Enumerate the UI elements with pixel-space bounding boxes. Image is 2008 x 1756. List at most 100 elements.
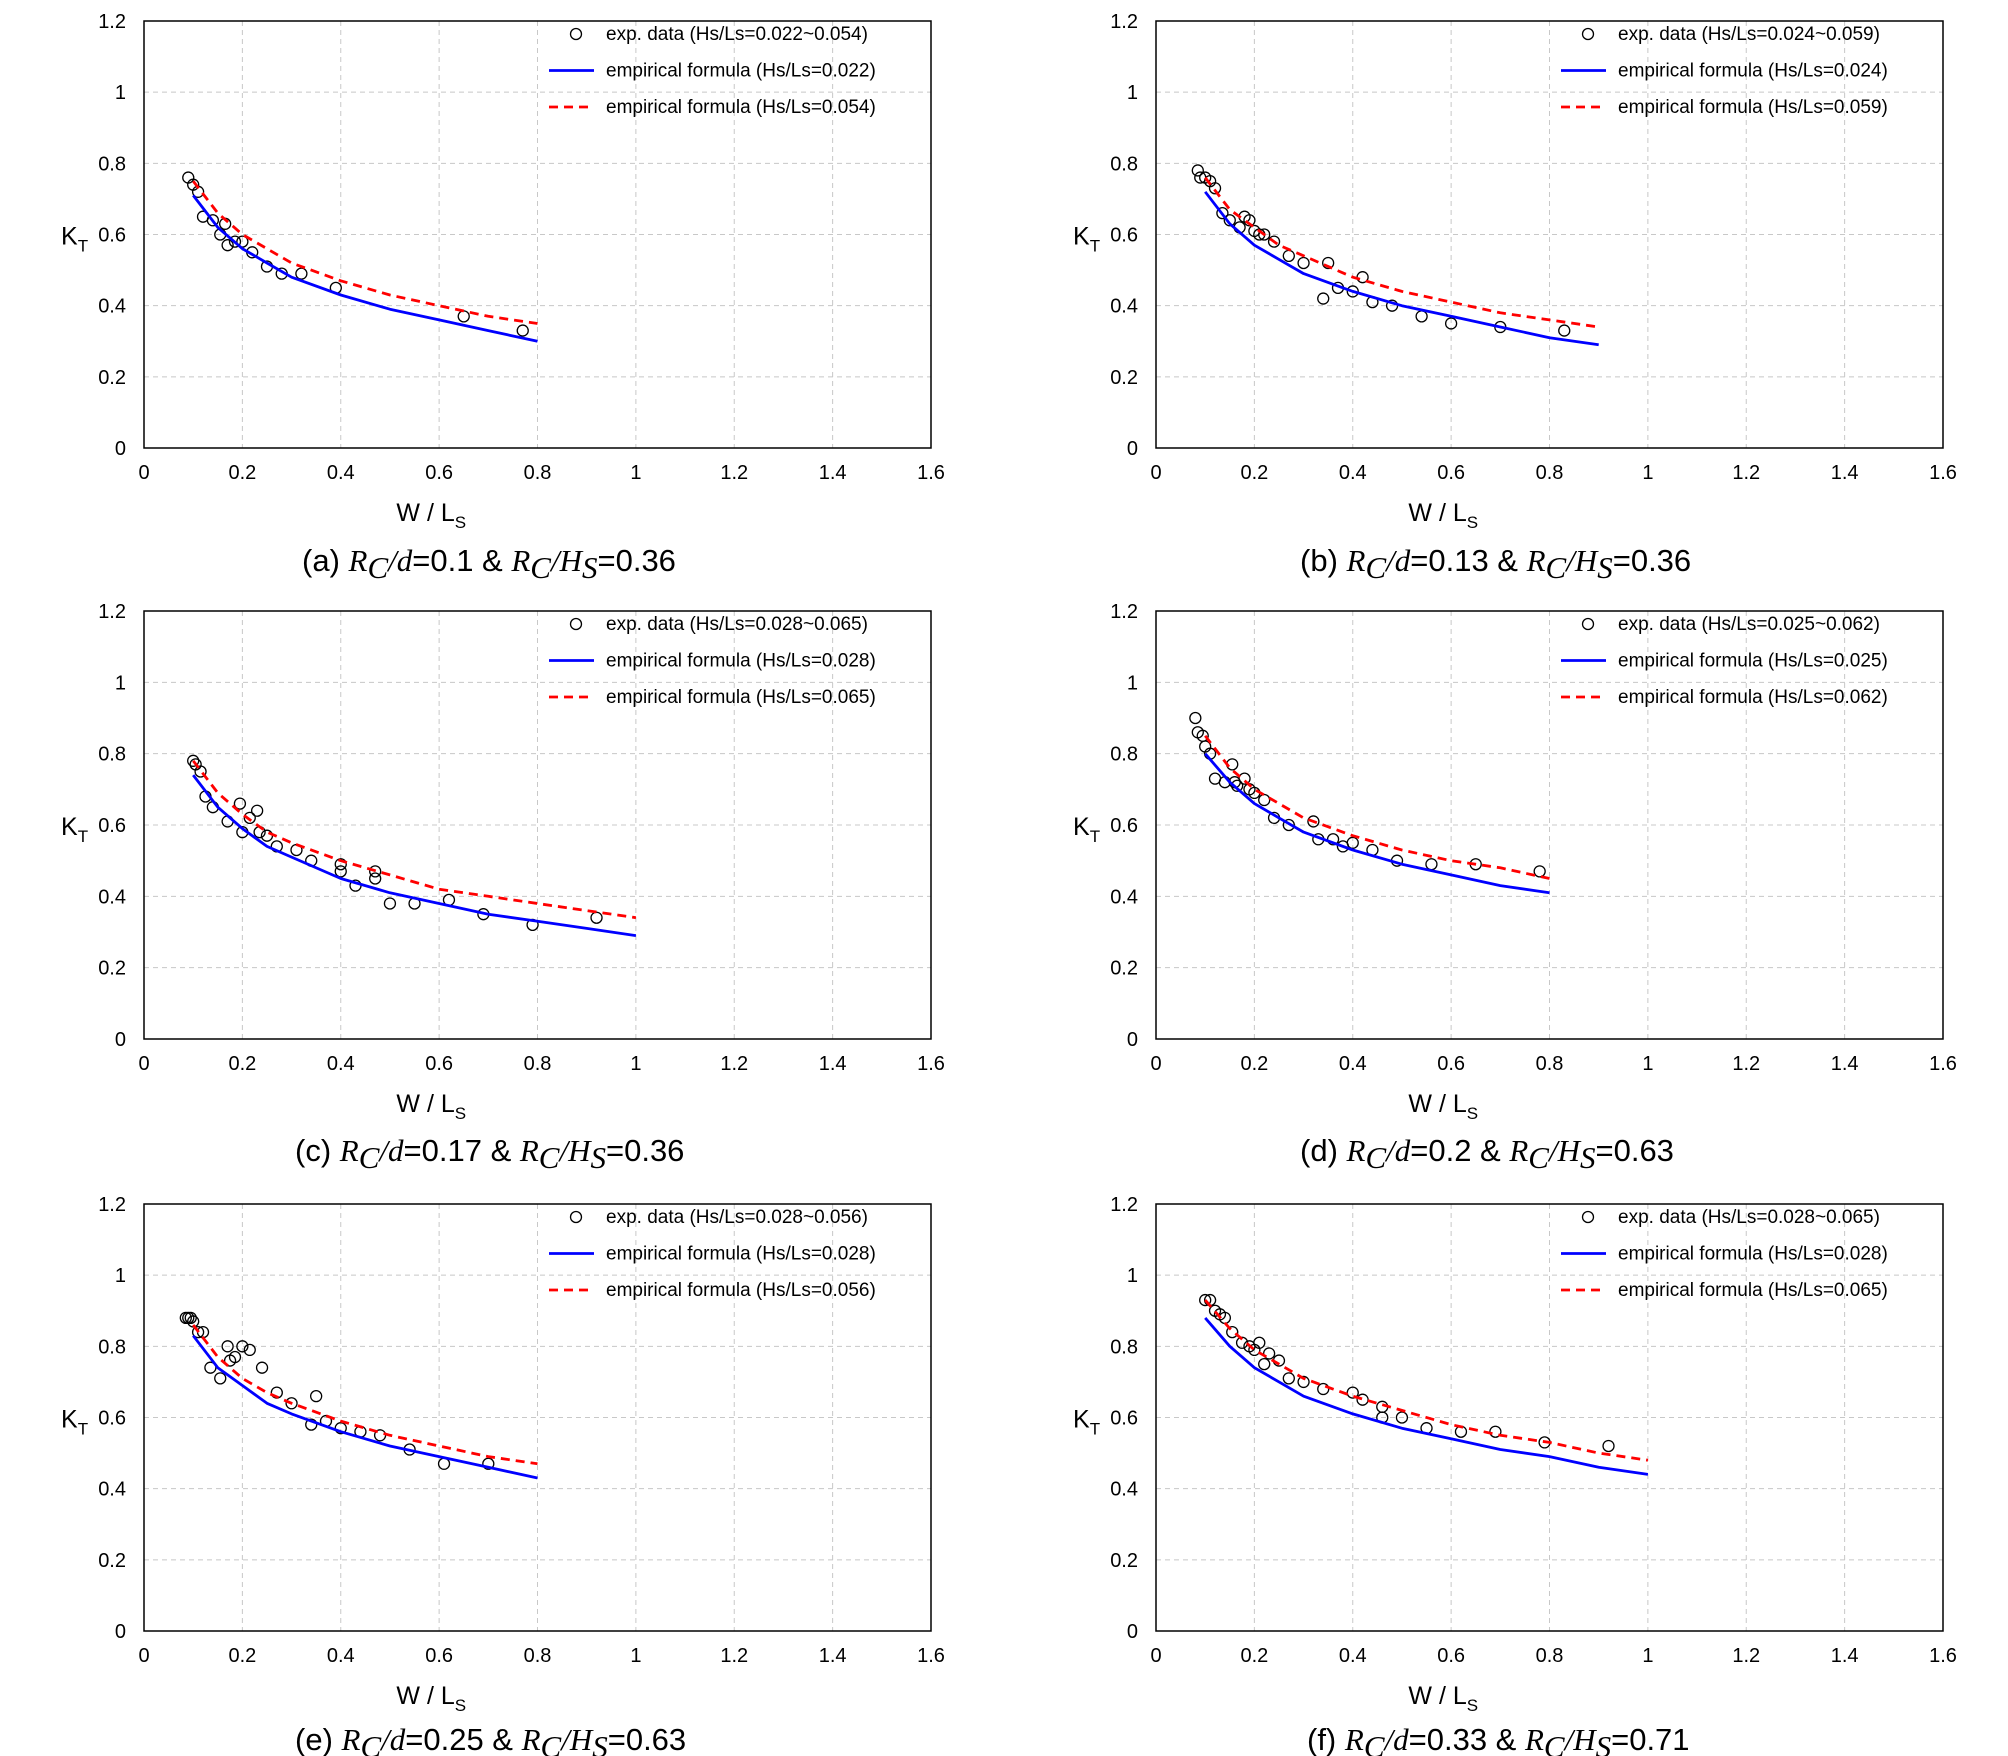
x-tick-label: 0.2 [228,1053,256,1075]
data-point [305,1418,318,1431]
y-tick-label: 0 [115,1621,126,1643]
legend-label: exp. data (Hs/Ls=0.024~0.059) [1618,24,1880,45]
data-point [1267,235,1281,248]
panel-caption: (e) RC/d=0.25 & RC/HS=0.63 [295,1722,686,1756]
y-tick-label: 0.8 [98,1336,126,1358]
x-axis-label-main: W / L [1408,499,1466,527]
caption-value: =0.63 [1595,1133,1673,1168]
y-axis-label: KT [61,223,88,256]
x-tick-label: 0.2 [228,1645,256,1667]
caption-value: =0.17 & [404,1133,520,1168]
x-tick-label: 0.2 [1240,462,1268,484]
x-axis-label-sub: S [1467,1696,1478,1715]
chart-panel-a: 0 0.2 0.4 0.6 0.8 1 1.2 1.4 1.6 0 0.2 0.4 0.6 0.8 1 1.2… [61,11,945,585]
series-formula-solid [192,1334,538,1480]
caption-subscript: S [590,1140,606,1175]
caption-symbol: /H [1563,1722,1598,1756]
data-point [1346,285,1359,298]
caption-subscript: S [1580,1140,1596,1175]
caption-symbol: /d [1384,1133,1411,1168]
y-tick-label: 0.8 [1110,1336,1138,1358]
series-line [1204,734,1550,880]
caption-subscript: C [367,550,388,585]
caption-symbol: R [1524,1722,1544,1756]
series-formula-dashed [1204,176,1599,329]
series-formula-dashed [192,1324,538,1466]
legend: exp. data (Hs/Ls=0.028~0.056) empirical f… [549,1207,876,1301]
legend-label: exp. data (Hs/Ls=0.022~0.054) [606,24,868,45]
data-point [334,865,347,878]
series-formula-dashed [192,759,637,920]
y-axis-label: KT [61,813,88,846]
x-axis-label: W / LS [396,499,466,532]
data-point [194,765,207,778]
x-tick-label: 0.4 [327,1053,355,1075]
legend-label: empirical formula (Hs/Ls=0.025) [1618,651,1888,672]
caption-subscript: C [359,1140,380,1175]
x-tick-label: 0.4 [327,462,355,484]
plot-frame [143,610,932,1040]
legend-label: empirical formula (Hs/Ls=0.024) [1618,61,1888,82]
series-exp-data [1191,164,1571,337]
caption-value: =0.13 & [1410,543,1526,578]
caption-label: (b) [1300,543,1347,578]
data-point [369,865,382,878]
y-tick-label: 0 [115,438,126,460]
data-point [191,1325,205,1339]
data-point [1602,1439,1615,1453]
y-tick-label: 0.6 [1110,225,1138,247]
legend-label: exp. data (Hs/Ls=0.028~0.065) [606,614,868,635]
legend-label: empirical formula (Hs/Ls=0.022) [606,61,876,82]
caption-subscript: C [530,550,551,585]
y-tick-label: 0.8 [1110,153,1138,175]
y-axis-label: KT [1073,223,1100,256]
x-tick-label: 0 [138,462,149,484]
caption-value: =0.71 [1611,1722,1689,1756]
caption-label: (e) [295,1722,342,1756]
caption-symbol: /H [1564,543,1599,578]
data-point [1226,1325,1239,1339]
caption-symbol: R [1344,1722,1364,1756]
caption-value: =0.36 [606,1133,684,1168]
y-tick-label: 0.4 [1110,296,1138,318]
x-tick-label: 0.4 [1339,1645,1367,1667]
x-tick-label: 1.4 [1831,1645,1859,1667]
y-tick-label: 0.8 [98,744,126,766]
data-point [1258,228,1271,241]
x-tick-label: 1.4 [1831,1053,1859,1075]
data-point [1282,249,1295,263]
data-point [1243,214,1256,227]
caption-label: (c) [295,1133,340,1168]
caption-subscript: S [582,550,598,585]
x-tick-label: 1.6 [917,1053,945,1075]
data-point [1208,182,1222,195]
caption-symbol: /d [1383,1722,1410,1756]
series-line [1204,752,1550,895]
y-tick-label: 1.2 [98,11,126,33]
data-point [1223,214,1236,227]
y-tick-label: 0.2 [1110,1550,1138,1572]
x-tick-label: 0.6 [425,462,453,484]
legend-label: empirical formula (Hs/Ls=0.028) [606,651,876,672]
chart-panel-e: 0 0.2 0.4 0.6 0.8 1 1.2 1.4 1.6 0 0.2 0.4 0.6 0.8 1 1.2… [61,1194,945,1756]
y-tick-label: 0 [1127,438,1138,460]
legend-label: empirical formula (Hs/Ls=0.054) [606,97,876,118]
caption-label: (d) [1300,1133,1347,1168]
x-tick-label: 0.2 [1240,1645,1268,1667]
y-tick-label: 0.2 [1110,367,1138,389]
y-axis-label-main: K [61,1406,78,1434]
data-point [236,1340,249,1353]
x-axis-label: W / LS [1408,1090,1478,1123]
series-exp-data [1199,1293,1615,1453]
y-tick-label: 0.8 [98,153,126,175]
data-point [334,1422,347,1435]
series-formula-dashed [1204,734,1550,880]
x-tick-label: 0.4 [1339,462,1367,484]
data-point [1297,256,1310,270]
x-tick-label: 1.6 [1929,462,1957,484]
legend-label: exp. data (Hs/Ls=0.025~0.062) [1618,614,1880,635]
x-tick-label: 0.4 [1339,1053,1367,1075]
caption-subscript: S [592,1729,608,1756]
caption-symbol: R [521,1722,541,1756]
x-axis-label-main: W / L [396,1682,454,1710]
